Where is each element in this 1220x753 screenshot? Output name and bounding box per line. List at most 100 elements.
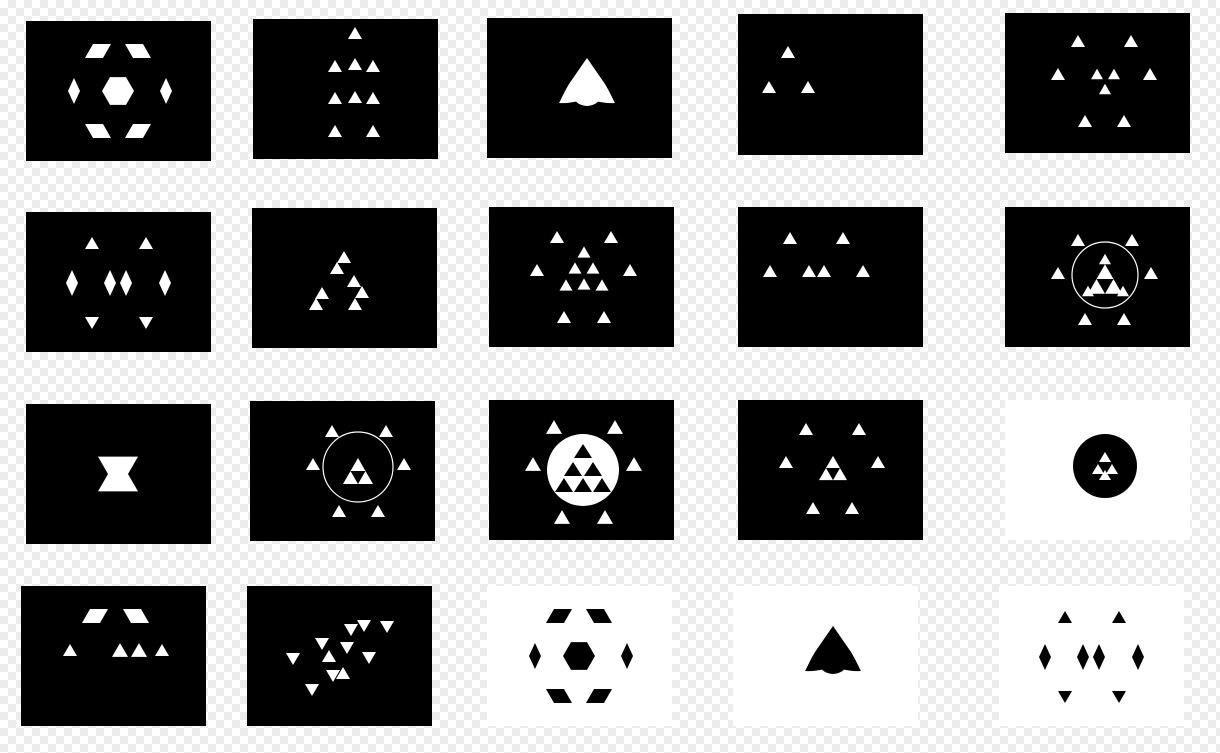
triangle-shape bbox=[112, 643, 128, 657]
triangle-shape bbox=[597, 310, 611, 324]
triangle-shape bbox=[348, 26, 362, 40]
triangle-shape bbox=[325, 424, 339, 438]
triangle-shape bbox=[397, 457, 411, 471]
triangle-shape bbox=[557, 310, 571, 324]
triangle-shape bbox=[577, 278, 591, 290]
triangle-shape bbox=[139, 316, 153, 330]
disc-shape bbox=[108, 464, 128, 484]
triangle-shape bbox=[366, 59, 380, 73]
triangle-shape bbox=[155, 643, 169, 657]
triangle-shape bbox=[309, 297, 323, 311]
triangle-shape bbox=[328, 59, 342, 73]
triangle-shape bbox=[852, 422, 866, 436]
thumbnail-stacked-pyramid[interactable] bbox=[252, 208, 437, 348]
circle-outline bbox=[322, 431, 394, 503]
triangle-shape bbox=[626, 457, 642, 471]
triangle-shape bbox=[1058, 690, 1072, 704]
diamond-shape bbox=[66, 270, 78, 296]
triangle-shape bbox=[350, 458, 366, 471]
triangle-shape bbox=[1071, 233, 1085, 247]
triangle-shape bbox=[380, 620, 394, 634]
hexagon-shape bbox=[563, 642, 595, 670]
thumbnail-circled-triangles-outline[interactable] bbox=[250, 401, 435, 541]
triangle-shape bbox=[1117, 285, 1129, 297]
triangle-shape bbox=[623, 263, 637, 277]
thumbnail-diamond-ring[interactable] bbox=[26, 212, 211, 352]
triangle-shape bbox=[305, 683, 319, 697]
triangle-shape bbox=[1144, 266, 1158, 280]
thumbnail-rhombus-ring-dark[interactable] bbox=[487, 586, 672, 726]
triangle-shape bbox=[328, 91, 342, 105]
thumbnail-graphic bbox=[1051, 34, 1157, 128]
thumbnail-diamond-ring-dark[interactable] bbox=[999, 586, 1184, 726]
triangle-shape bbox=[139, 236, 153, 250]
triangle-shape bbox=[336, 666, 350, 680]
triangle-shape bbox=[801, 80, 815, 94]
thumbnail-rounded-trefoil-dark[interactable] bbox=[733, 586, 918, 726]
triangle-shape bbox=[379, 424, 393, 438]
triangle-shape bbox=[306, 457, 320, 471]
triangle-shape bbox=[604, 230, 618, 244]
rhombus-shape bbox=[586, 609, 612, 623]
rhombus-shape bbox=[123, 609, 149, 623]
triangle-shape bbox=[554, 510, 570, 524]
thumbnail-graphic bbox=[98, 456, 138, 492]
diamond-shape bbox=[1093, 644, 1105, 670]
triangle-shape bbox=[1124, 34, 1138, 48]
triangle-shape bbox=[1117, 312, 1131, 326]
triangle-shape bbox=[833, 468, 847, 481]
thumbnail-rounded-trefoil[interactable] bbox=[487, 18, 672, 158]
triangle-shape bbox=[322, 649, 336, 663]
triangle-shape bbox=[577, 246, 591, 258]
triangle-shape bbox=[607, 420, 623, 434]
rhombus-shape bbox=[546, 609, 572, 623]
thumbnail-graphic bbox=[805, 626, 861, 674]
thumbnail-triangle-column[interactable] bbox=[253, 19, 438, 159]
thumbnail-graphic bbox=[525, 420, 642, 524]
thumbnail-dense-triangle-ring[interactable] bbox=[489, 207, 674, 347]
thumbnail-triangle-ring[interactable] bbox=[738, 400, 923, 540]
diamond-shape bbox=[68, 78, 80, 104]
thumbnail-graphic bbox=[779, 422, 885, 515]
triangle-shape bbox=[326, 669, 340, 683]
triangle-shape bbox=[348, 57, 362, 71]
triangle-shape bbox=[1105, 279, 1122, 294]
hexagon-shape bbox=[102, 77, 134, 105]
rhombus-shape bbox=[586, 689, 612, 703]
thumbnail-scattered-triangles[interactable] bbox=[247, 586, 432, 726]
triangle-shape bbox=[1051, 67, 1065, 81]
triangle-shape bbox=[1082, 285, 1094, 297]
thumbnail-rhombus-trio[interactable] bbox=[21, 586, 206, 726]
thumbnail-graphic bbox=[63, 609, 169, 657]
triangle-shape bbox=[779, 455, 793, 469]
triangle-shape bbox=[1088, 279, 1105, 294]
thumbnail-triangle-trio[interactable] bbox=[738, 14, 923, 155]
disc-shape bbox=[817, 642, 849, 674]
triangle-shape bbox=[550, 230, 564, 244]
disc-inner-triangles bbox=[555, 444, 611, 492]
triangle-shape bbox=[362, 651, 376, 665]
triangle-shape bbox=[806, 501, 820, 515]
triangle-shape bbox=[559, 279, 573, 291]
diamond-shape bbox=[1132, 644, 1144, 670]
thumbnail-dark-disc-triangles[interactable] bbox=[1005, 400, 1190, 540]
triangle-shape bbox=[1071, 34, 1085, 48]
triangle-shape bbox=[856, 264, 870, 278]
diamond-shape bbox=[1077, 644, 1089, 670]
thumbnail-star-of-david[interactable] bbox=[26, 404, 211, 544]
diamond-shape bbox=[529, 643, 541, 669]
thumbnail-disc-triangles[interactable] bbox=[489, 400, 674, 540]
rhombus-shape bbox=[125, 44, 151, 58]
triangle-shape bbox=[366, 91, 380, 105]
diamond-shape bbox=[621, 643, 633, 669]
thumbnail-circled-triangles[interactable] bbox=[1005, 207, 1190, 347]
triangle-shape bbox=[1058, 610, 1072, 624]
thumbnail-hexagram-cluster[interactable] bbox=[1005, 13, 1190, 153]
triangle-shape bbox=[348, 90, 362, 104]
triangle-shape bbox=[337, 250, 351, 264]
diamond-shape bbox=[104, 270, 116, 296]
thumbnail-rhombus-ring[interactable] bbox=[26, 21, 211, 161]
thumbnail-graphic bbox=[328, 26, 380, 138]
thumbnail-graphic bbox=[529, 609, 633, 703]
thumbnail-triangle-row[interactable] bbox=[738, 207, 923, 347]
